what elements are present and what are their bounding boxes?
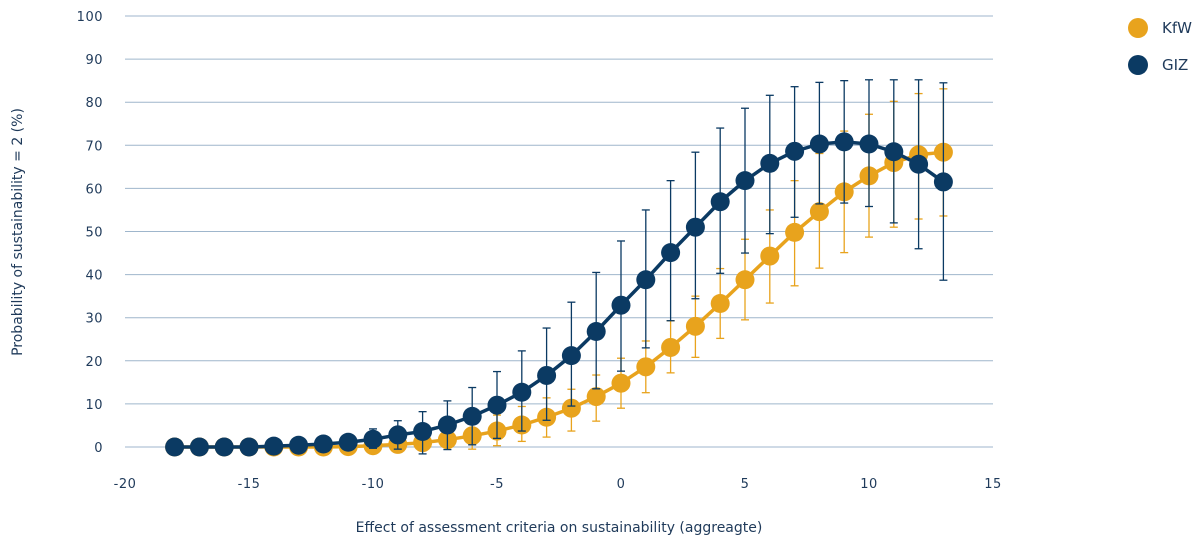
grid (125, 15, 993, 448)
legend-label: KfW (1162, 19, 1192, 37)
data-point (189, 437, 209, 457)
data-point (462, 406, 482, 426)
data-point (884, 142, 904, 162)
y-tick-label: 0 (94, 441, 103, 456)
data-point (834, 132, 854, 152)
y-tick-label: 60 (85, 182, 103, 197)
data-point (710, 192, 730, 212)
series-group (165, 79, 953, 457)
data-point (413, 421, 433, 441)
data-point (313, 434, 333, 454)
data-point (760, 246, 780, 266)
data-point (586, 387, 606, 407)
y-axis-label: Probability of sustainability = 2 (%) (10, 108, 26, 356)
data-point (636, 357, 656, 377)
x-tick-label: 5 (741, 477, 750, 492)
data-point (735, 171, 755, 191)
data-point (338, 432, 358, 452)
legend-label: GIZ (1162, 56, 1188, 74)
data-point (561, 346, 581, 366)
data-point (859, 134, 879, 154)
x-tick-label: 0 (617, 477, 626, 492)
data-point (661, 243, 681, 263)
y-tick-label: 40 (85, 269, 103, 284)
data-point (388, 425, 408, 445)
data-point (561, 398, 581, 418)
data-point (909, 154, 929, 174)
data-point (537, 365, 557, 385)
y-tick-label: 30 (85, 312, 103, 327)
data-point (512, 382, 532, 402)
y-tick-label: 20 (85, 355, 103, 370)
x-tick-label: 15 (984, 477, 1002, 492)
data-point (685, 316, 705, 336)
series-giz (165, 79, 953, 457)
data-point (785, 222, 805, 242)
data-point (611, 295, 631, 315)
y-tick-label: 10 (85, 398, 103, 413)
x-tick-label: -20 (114, 477, 137, 492)
legend-item-giz: GIZ (1128, 55, 1188, 75)
data-point (437, 415, 457, 435)
data-point (487, 395, 507, 415)
data-point (710, 293, 730, 313)
y-tick-label: 70 (85, 139, 103, 154)
legend-item-kfw: KfW (1128, 18, 1192, 38)
data-point (809, 134, 829, 154)
data-point (685, 217, 705, 237)
series-line (174, 140, 945, 449)
x-tick-label: -10 (362, 477, 385, 492)
data-point (586, 321, 606, 341)
legend: KfW GIZ (1128, 18, 1192, 75)
data-point (214, 437, 234, 457)
y-axis-ticks: 0 10 20 30 40 50 60 70 80 90 100 (77, 10, 103, 456)
y-tick-label: 50 (85, 226, 103, 241)
data-point (363, 429, 383, 449)
y-tick-label: 90 (85, 53, 103, 68)
x-axis-label: Effect of assessment criteria on sustain… (356, 520, 763, 536)
data-point (165, 437, 185, 457)
y-tick-label: 100 (77, 10, 103, 25)
legend-marker (1128, 55, 1148, 75)
data-point (809, 202, 829, 222)
legend-marker (1128, 18, 1148, 38)
x-tick-label: -15 (238, 477, 261, 492)
data-point (760, 153, 780, 173)
data-point (636, 270, 656, 290)
data-point (611, 373, 631, 393)
data-point (661, 337, 681, 357)
data-point (264, 436, 284, 456)
x-axis-ticks: -20 -15 -10 -5 0 5 10 15 (114, 477, 1002, 492)
x-tick-label: 10 (860, 477, 878, 492)
data-point (933, 172, 953, 192)
data-point (289, 435, 309, 455)
y-tick-label: 80 (85, 96, 103, 111)
data-point (785, 141, 805, 161)
series-line (174, 150, 944, 449)
data-point (735, 270, 755, 290)
x-tick-label: -5 (490, 477, 504, 492)
data-point (239, 437, 259, 457)
